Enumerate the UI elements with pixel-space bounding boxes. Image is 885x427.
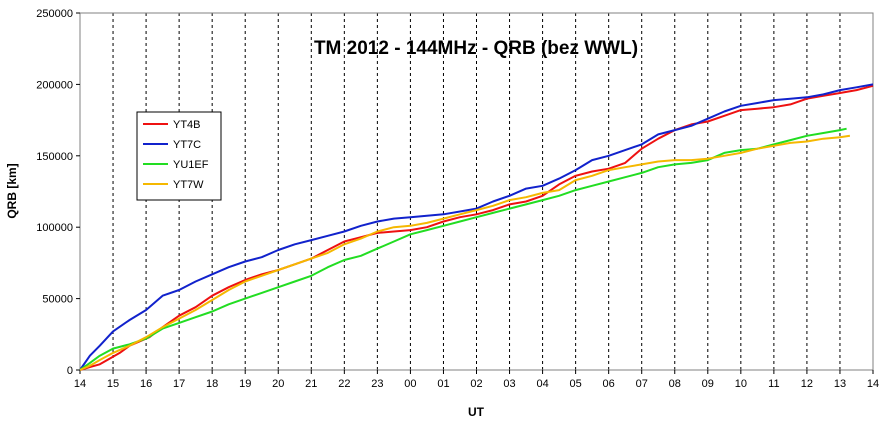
y-tick-label: 0 bbox=[67, 365, 73, 377]
x-tick-label: 06 bbox=[603, 378, 615, 390]
x-tick-label: 08 bbox=[669, 378, 681, 390]
x-tick-label: 03 bbox=[503, 378, 515, 390]
x-tick-label: 01 bbox=[437, 378, 449, 390]
x-axis-title: UT bbox=[468, 405, 485, 419]
x-tick-label: 14 bbox=[867, 378, 879, 390]
x-tick-label: 16 bbox=[140, 378, 152, 390]
x-tick-label: 07 bbox=[636, 378, 648, 390]
x-tick-label: 22 bbox=[338, 378, 350, 390]
legend: YT4B YT7C YU1EF YT7W bbox=[136, 111, 222, 201]
legend-label-yt4b: YT4B bbox=[173, 119, 201, 131]
legend-label-yu1ef: YU1EF bbox=[173, 159, 209, 171]
x-tick-label: 02 bbox=[470, 378, 482, 390]
x-tick-label: 21 bbox=[305, 378, 317, 390]
x-axis-ticks: 14 15 16 17 18 19 20 21 22 23 00 01 02 03 04 05 06 07 08 09… bbox=[74, 370, 879, 390]
y-axis-title: QRB [km] bbox=[5, 163, 19, 218]
y-tick-label: 100000 bbox=[36, 222, 73, 234]
x-tick-label: 19 bbox=[239, 378, 251, 390]
x-tick-label: 13 bbox=[834, 378, 846, 390]
x-tick-label: 17 bbox=[173, 378, 185, 390]
x-tick-label: 09 bbox=[702, 378, 714, 390]
x-tick-label: 05 bbox=[570, 378, 582, 390]
legend-box bbox=[136, 111, 222, 201]
y-axis-ticks: 0 50000 100000 150000 200000 250000 bbox=[36, 8, 80, 377]
series-line-yt7w bbox=[79, 134, 851, 371]
y-tick-label: 250000 bbox=[36, 8, 73, 20]
x-tick-label: 00 bbox=[404, 378, 416, 390]
series-line-yu1ef bbox=[79, 127, 847, 371]
x-tick-label: 23 bbox=[371, 378, 383, 390]
x-tick-label: 04 bbox=[536, 378, 548, 390]
series-layer bbox=[79, 83, 874, 371]
series-line-yt4b bbox=[79, 84, 874, 371]
chart-title: TM 2012 - 144MHz - QRB (bez WWL) bbox=[314, 38, 638, 59]
series-line-yt7c bbox=[79, 83, 874, 371]
x-tick-label: 12 bbox=[801, 378, 813, 390]
legend-label-yt7c: YT7C bbox=[173, 139, 201, 151]
y-tick-label: 50000 bbox=[42, 294, 73, 306]
y-tick-label: 200000 bbox=[36, 79, 73, 91]
x-tick-label: 10 bbox=[735, 378, 747, 390]
x-tick-label: 14 bbox=[74, 378, 86, 390]
x-tick-label: 15 bbox=[107, 378, 119, 390]
y-tick-label: 150000 bbox=[36, 151, 73, 163]
x-tick-label: 20 bbox=[272, 378, 284, 390]
legend-label-yt7w: YT7W bbox=[173, 179, 204, 191]
x-tick-label: 18 bbox=[206, 378, 218, 390]
x-tick-label: 11 bbox=[768, 378, 779, 390]
